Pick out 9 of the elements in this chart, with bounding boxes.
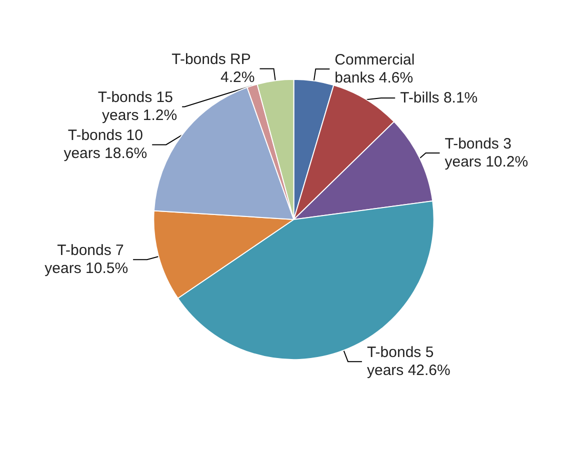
- slice-label: T-bonds 7 years 10.5%: [44, 242, 128, 278]
- data-label: 4.2%: [220, 69, 255, 86]
- slice-label: T-bonds 15 years 1.2%: [98, 89, 178, 124]
- slice-label: T-bonds 10 years 18.6%: [64, 127, 148, 162]
- slice-label: T-bonds RP: [172, 51, 255, 68]
- slice-label: T-bonds 5 years 42.6%: [366, 344, 450, 380]
- slice-label: T-bonds 3 years 10.2%: [444, 136, 528, 171]
- slice-label: T-bills 8.1%: [400, 89, 478, 106]
- slice-label: Commercial banks 4.6%: [334, 51, 419, 86]
